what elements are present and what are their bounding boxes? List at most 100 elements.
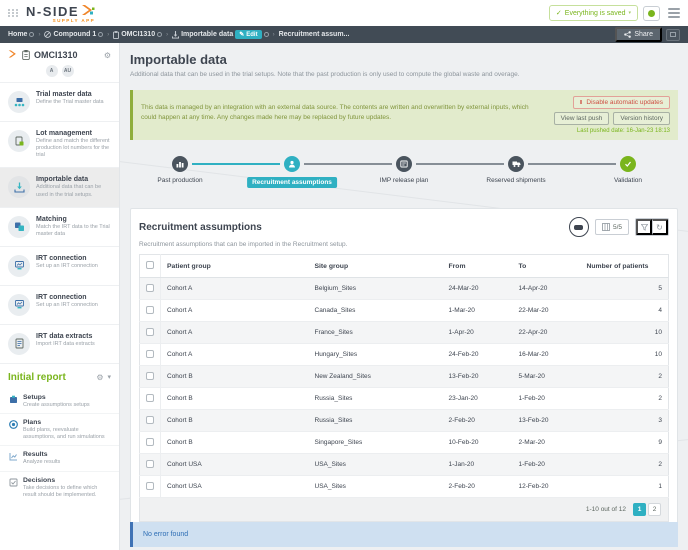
row-checkbox[interactable] <box>146 393 154 402</box>
menu-hamburger-icon[interactable] <box>668 8 680 18</box>
page-subtitle: Additional data that can be used in the … <box>130 71 520 78</box>
check-icon: ✓ <box>555 10 562 17</box>
page-2-button[interactable]: 2 <box>648 503 661 516</box>
row-checkbox[interactable] <box>146 437 154 446</box>
sidebar-item-importable-data[interactable]: Importable data Additional data that can… <box>0 167 119 207</box>
pause-icon: ‖ <box>579 99 584 106</box>
expand-view-button[interactable] <box>666 28 680 41</box>
sidebar-item-matching[interactable]: Matching Match the IRT data to the Trial… <box>0 206 119 246</box>
disable-automatic-updates-button[interactable]: ‖ Disable automatic updates <box>572 96 670 109</box>
select-all-checkbox[interactable] <box>146 261 154 269</box>
filter-button[interactable] <box>636 219 652 235</box>
table-row[interactable]: Cohort B New Zealand_Sites 13-Feb-20 5-M… <box>139 365 669 388</box>
table-row[interactable]: Cohort A Canada_Sites 1-Mar-20 22-Mar-20… <box>139 299 669 322</box>
sidebar-item-results[interactable]: Results Analyze results <box>0 445 119 470</box>
table-row[interactable]: Cohort B Russia_Sites 2-Feb-20 13-Feb-20… <box>139 409 669 432</box>
crumb-menu-icon[interactable] <box>98 32 104 37</box>
stepper-connector <box>192 163 280 165</box>
breadcrumb-home[interactable]: Home <box>8 31 35 38</box>
columns-button[interactable]: 5/5 <box>594 219 629 235</box>
validation-check-icon[interactable] <box>620 156 636 172</box>
everything-saved-button[interactable]: ✓ Everything is saved ▾ <box>548 5 638 21</box>
sidebar-item-irt-connection-2[interactable]: IRT connection Set up an IRT connection <box>0 284 119 324</box>
user-badge-a[interactable]: A <box>45 65 58 77</box>
table-row[interactable]: Cohort B Russia_Sites 23-Jan-20 1-Feb-20… <box>139 387 669 410</box>
row-checkbox[interactable] <box>146 481 154 490</box>
row-checkbox[interactable] <box>146 415 154 424</box>
view-toggle-button[interactable] <box>568 217 589 237</box>
app-switcher-grid-icon[interactable] <box>8 9 19 17</box>
last-pushed-date: Last pushed date: 16-Jan-23 18:13 <box>576 128 670 134</box>
row-checkbox[interactable] <box>146 371 154 380</box>
sidebar-item-lot-management[interactable]: Lot management Define and match the diff… <box>0 121 119 167</box>
breadcrumb-separator: › <box>166 31 169 38</box>
crumb-menu-icon[interactable] <box>29 32 35 37</box>
sidebar-item-plans[interactable]: Plans Build plans, reevaluate assumption… <box>0 413 119 445</box>
table-row[interactable]: Cohort B Singapore_Sites 10-Feb-20 2-Mar… <box>139 431 669 454</box>
view-last-push-button[interactable]: View last push <box>553 112 610 125</box>
study-clipboard-icon <box>22 50 30 60</box>
table-row[interactable]: Cohort USA USA_Sites 2-Feb-20 12-Feb-20 … <box>139 475 669 498</box>
integration-warning-banner: This data is managed by an integration w… <box>130 90 678 140</box>
plans-icon <box>8 420 18 441</box>
version-history-button[interactable]: Version history <box>613 112 670 125</box>
status-dot-button[interactable] <box>643 5 660 21</box>
nside-logo[interactable]: N-SIDE SUPPLY APP <box>26 4 95 23</box>
sidebar-item-setups[interactable]: Setups Create assumptions setups <box>0 389 119 413</box>
recruitment-assumptions-card: Recruitment assumptions 5/5 <box>130 208 678 531</box>
study-settings-gear-icon[interactable]: ⚙ <box>103 50 111 60</box>
step-reserved-shipments[interactable]: Reserved shipments <box>486 156 546 184</box>
breadcrumb-importable-data[interactable]: Importable data ✎ Edit <box>172 30 269 39</box>
past-production-icon[interactable] <box>172 156 188 172</box>
user-badge-au[interactable]: AU <box>61 65 74 77</box>
stepper-connector <box>416 163 504 165</box>
imp-release-plan-icon[interactable] <box>396 156 412 172</box>
reserved-shipments-icon[interactable] <box>508 156 524 172</box>
row-checkbox[interactable] <box>146 305 154 314</box>
initial-report-header: Initial report ⚙ ▾ <box>0 362 119 389</box>
table-row[interactable]: Cohort A Hungary_Sites 24-Feb-20 16-Mar-… <box>139 343 669 366</box>
sidebar-item-trial-master-data[interactable]: Trial master data Define the Trial maste… <box>0 82 119 121</box>
decisions-icon <box>8 478 18 499</box>
refresh-button[interactable]: ↻ <box>652 219 668 235</box>
breadcrumb-current[interactable]: Recruitment assum... <box>278 31 350 38</box>
chevron-down-icon[interactable]: ▾ <box>107 374 111 382</box>
row-checkbox[interactable] <box>146 349 154 358</box>
crumb-menu-icon[interactable] <box>263 32 269 37</box>
sidebar-item-irt-data-extracts[interactable]: IRT data extracts Import IRT data extrac… <box>0 323 119 363</box>
step-validation[interactable]: Validation <box>614 156 642 184</box>
column-header-site-group[interactable]: Site group <box>308 254 443 278</box>
crumb-menu-icon[interactable] <box>157 32 163 37</box>
row-checkbox[interactable] <box>146 327 154 336</box>
refresh-icon: ↻ <box>656 222 663 232</box>
banner-message: This data is managed by an integration w… <box>141 104 529 122</box>
page-1-button[interactable]: 1 <box>633 503 646 516</box>
edit-mode-badge[interactable]: ✎ Edit <box>235 30 262 39</box>
step-recruitment-assumptions[interactable]: Recruitment assumptions <box>247 156 337 188</box>
row-checkbox[interactable] <box>146 459 154 468</box>
sidebar-item-decisions[interactable]: Decisions Take decisions to define which… <box>0 470 119 503</box>
irt-data-extracts-icon <box>8 332 30 355</box>
column-header-patient-group[interactable]: Patient group <box>160 254 309 278</box>
row-checkbox[interactable] <box>146 283 154 292</box>
table-row[interactable]: Cohort A France_Sites 1-Apr-20 22-Apr-20… <box>139 321 669 344</box>
sidebar-item-irt-connection-1[interactable]: IRT connection Set up an IRT connection <box>0 245 119 285</box>
collapse-chevron-icon[interactable] <box>8 50 18 60</box>
share-button[interactable]: Share <box>615 27 662 42</box>
column-header-number-of-patients[interactable]: Number of patients <box>580 254 669 278</box>
column-header-to[interactable]: To <box>512 254 581 278</box>
irt-connection-icon <box>8 293 30 316</box>
column-header-from[interactable]: From <box>442 254 513 278</box>
report-settings-gear-icon[interactable]: ⚙ <box>96 372 104 382</box>
breadcrumb-compound[interactable]: Compound 1 <box>44 31 104 38</box>
recruitment-assumptions-icon[interactable] <box>284 156 300 172</box>
breadcrumb-study[interactable]: OMCI1310 <box>113 30 163 39</box>
step-past-production[interactable]: Past production <box>157 156 203 184</box>
step-imp-release-plan[interactable]: IMP release plan <box>380 156 428 184</box>
logo-subtitle: SUPPLY APP <box>52 17 96 23</box>
pagination-summary: 1-10 out of 12 <box>585 506 626 513</box>
rounded-rect-icon <box>574 224 584 230</box>
table-row[interactable]: Cohort USA USA_Sites 1-Jan-20 1-Feb-20 2 <box>139 453 669 476</box>
table-row[interactable]: Cohort A Belgium_Sites 24-Mar-20 14-Apr-… <box>139 277 669 300</box>
saved-label: Everything is saved <box>564 9 626 17</box>
